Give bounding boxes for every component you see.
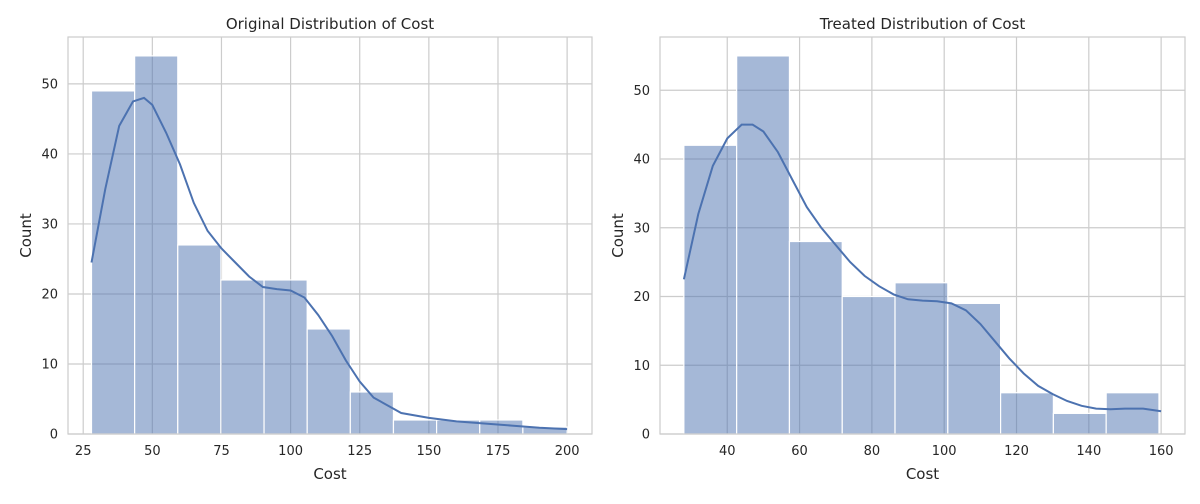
y-tick-label: 50 bbox=[633, 84, 650, 99]
y-tick-label: 40 bbox=[41, 147, 58, 162]
histogram-bar bbox=[306, 328, 351, 435]
histogram-bar bbox=[349, 391, 395, 435]
y-tick-label: 30 bbox=[41, 217, 58, 232]
histogram-bar bbox=[479, 419, 524, 435]
histogram-bar bbox=[999, 392, 1054, 435]
x-tick-label: 80 bbox=[864, 444, 881, 459]
x-tick-label: 125 bbox=[347, 444, 372, 459]
histogram-bar bbox=[1052, 412, 1107, 435]
x-tick-label: 100 bbox=[278, 444, 303, 459]
x-tick-label: 25 bbox=[75, 444, 92, 459]
histogram-bar bbox=[947, 302, 1002, 435]
x-axis-label: Cost bbox=[906, 465, 939, 483]
y-tick-label: 50 bbox=[41, 77, 58, 92]
y-tick-label: 10 bbox=[41, 357, 58, 372]
histogram-bar bbox=[841, 295, 896, 435]
histogram-bar bbox=[788, 240, 843, 435]
x-tick-label: 50 bbox=[144, 444, 161, 459]
x-tick-label: 60 bbox=[791, 444, 808, 459]
histogram-bar bbox=[1105, 392, 1160, 435]
x-tick-label: 40 bbox=[719, 444, 736, 459]
y-tick-label: 30 bbox=[633, 221, 650, 236]
x-tick-label: 160 bbox=[1149, 444, 1174, 459]
x-axis-label: Cost bbox=[313, 465, 346, 483]
x-tick-label: 150 bbox=[416, 444, 441, 459]
histogram-bar bbox=[683, 144, 738, 435]
x-tick-label: 200 bbox=[555, 444, 580, 459]
histogram-bar bbox=[90, 90, 136, 435]
histogram-bar bbox=[736, 55, 791, 435]
x-tick-label: 140 bbox=[1076, 444, 1101, 459]
chart-title: Treated Distribution of Cost bbox=[819, 15, 1026, 33]
x-tick-label: 75 bbox=[213, 444, 230, 459]
x-tick-label: 175 bbox=[486, 444, 511, 459]
kde-line bbox=[682, 123, 1162, 413]
histogram-bar bbox=[263, 279, 308, 435]
x-tick-label: 100 bbox=[932, 444, 957, 459]
histogram-bar bbox=[177, 244, 222, 435]
y-tick-label: 20 bbox=[633, 290, 650, 305]
histogram-bar bbox=[894, 282, 949, 435]
y-axis-label: Count bbox=[609, 213, 627, 258]
y-tick-label: 10 bbox=[633, 359, 650, 374]
y-tick-label: 20 bbox=[41, 287, 58, 302]
axes-frame bbox=[67, 36, 593, 435]
chart-panel-1: 25 50 75 100 125 150 175 200 0 10 20 30 40 50 Original… bbox=[17, 15, 593, 483]
y-tick-label: 40 bbox=[633, 153, 650, 168]
kde-line bbox=[90, 96, 568, 431]
histogram-bar bbox=[392, 419, 438, 435]
chart-panel-2: 40 60 80 100 120 140 160 0 10 20 30 40 50 Treated Dis… bbox=[609, 15, 1186, 483]
y-tick-label: 0 bbox=[50, 428, 58, 443]
chart-title: Original Distribution of Cost bbox=[226, 15, 434, 33]
y-axis-label: Count bbox=[17, 213, 35, 258]
y-tick-label: 0 bbox=[642, 428, 650, 443]
x-tick-label: 120 bbox=[1004, 444, 1029, 459]
histogram-bar bbox=[220, 279, 265, 435]
axes-frame bbox=[659, 36, 1186, 435]
